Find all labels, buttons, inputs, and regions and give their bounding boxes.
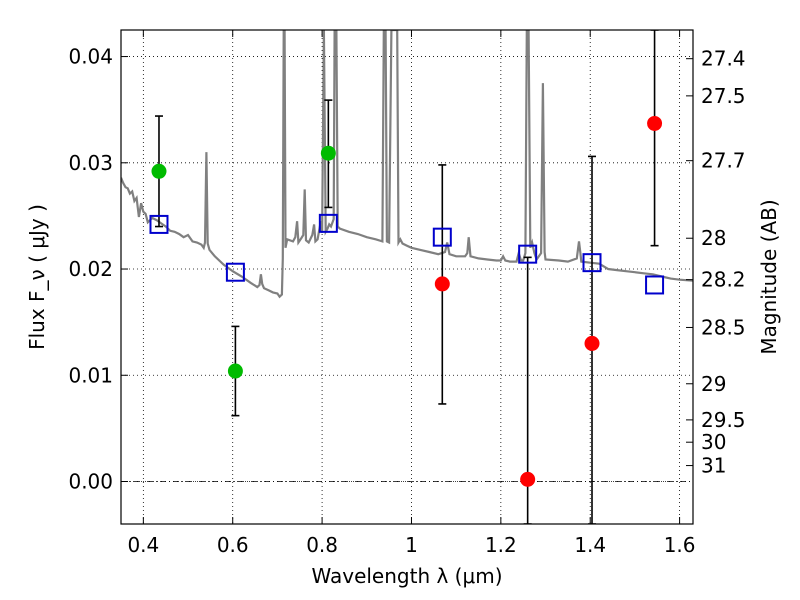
right-tick-label: 28.5 <box>701 315 746 339</box>
green-point <box>320 145 336 161</box>
right-tick-label: 29 <box>701 372 726 396</box>
x-tick-label: 1.2 <box>485 533 517 557</box>
y-tick-label: 0.03 <box>68 151 113 175</box>
model-spectrum-line <box>121 30 693 299</box>
right-tick-label: 29.5 <box>701 408 746 432</box>
red-point <box>520 471 536 487</box>
green-point <box>151 163 167 179</box>
right-tick-label: 28 <box>701 226 726 250</box>
plot-area <box>121 30 693 524</box>
model-square-point <box>518 244 538 264</box>
grid <box>121 30 693 524</box>
right-tick-label: 28.2 <box>701 268 746 292</box>
x-tick-label: 0.6 <box>217 533 249 557</box>
y-axis-title: Flux F_ν ( μJy ) <box>25 204 49 350</box>
right-tick-label: 27.5 <box>701 84 746 108</box>
right-tick-label: 31 <box>701 454 726 478</box>
model-square-point <box>225 262 245 282</box>
right-tick-label: 27.7 <box>701 149 746 173</box>
x-tick-label: 0.8 <box>306 533 338 557</box>
plot-frame <box>120 29 694 525</box>
red-point <box>647 115 663 131</box>
plot-background <box>121 30 693 524</box>
green-point <box>227 363 243 379</box>
y-tick-label: 0.04 <box>68 45 113 69</box>
x-tick-label: 0.4 <box>127 533 159 557</box>
right-axis-title: Magnitude (AB) <box>757 199 781 354</box>
model-square-point <box>432 227 452 247</box>
model-square-point <box>582 253 602 273</box>
y-axis: 0.00 0.01 0.02 0.03 0.04 <box>68 45 128 494</box>
model-square-point <box>645 275 665 295</box>
red-point <box>584 335 600 351</box>
x-tick-label: 1.4 <box>574 533 606 557</box>
x-axis-title: Wavelength λ (μm) <box>311 564 502 588</box>
x-tick-label: 1 <box>405 533 418 557</box>
x-tick-label: 1.6 <box>664 533 696 557</box>
red-point <box>434 276 450 292</box>
x-axis: 0.4 0.6 0.8 1 1.2 1.4 1.6 <box>127 30 696 557</box>
right-tick-label: 27.4 <box>701 47 746 71</box>
y-tick-label: 0.00 <box>68 470 113 494</box>
model-square-point <box>149 214 169 234</box>
right-tick-label: 30 <box>701 430 726 454</box>
data-marks <box>149 30 665 524</box>
y-tick-label: 0.01 <box>68 363 113 387</box>
y-tick-label: 0.02 <box>68 257 113 281</box>
model-square-point <box>318 213 338 233</box>
